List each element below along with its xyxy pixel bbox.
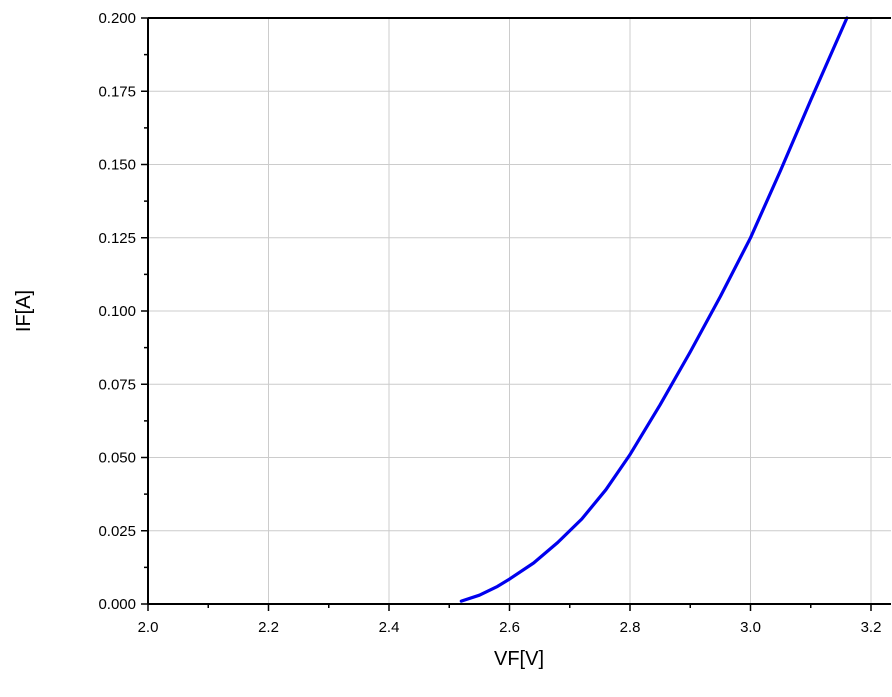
iv-curve-line: [459, 16, 849, 603]
x-tick-label: 3.0: [740, 619, 761, 636]
ticks: 2.0 2.2 2.4 2.6 2.8 3.0 3.2 0.000 0.025 0.050 0.07…: [98, 10, 881, 636]
x-tick-label: 3.2: [861, 619, 882, 636]
y-tick-label: 0.075: [98, 376, 136, 393]
x-tick-label: 2.4: [379, 619, 400, 636]
grid: [148, 18, 891, 604]
y-axis-title: IF[A]: [13, 290, 35, 332]
y-tick-label: 0.125: [98, 230, 136, 247]
x-tick-label: 2.8: [620, 619, 641, 636]
x-tick-label: 2.6: [499, 619, 520, 636]
y-tick-label: 0.200: [98, 10, 136, 27]
y-tick-label: 0.175: [98, 83, 136, 100]
y-tick-label: 0.000: [98, 596, 136, 613]
y-tick-label: 0.025: [98, 523, 136, 540]
x-tick-label: 2.2: [258, 619, 279, 636]
x-axis-title: VF[V]: [494, 648, 544, 670]
y-tick-label: 0.100: [98, 303, 136, 320]
y-tick-label: 0.050: [98, 450, 136, 467]
x-tick-label: 2.0: [138, 619, 159, 636]
series-layer: [459, 16, 849, 603]
y-tick-label: 0.150: [98, 157, 136, 174]
